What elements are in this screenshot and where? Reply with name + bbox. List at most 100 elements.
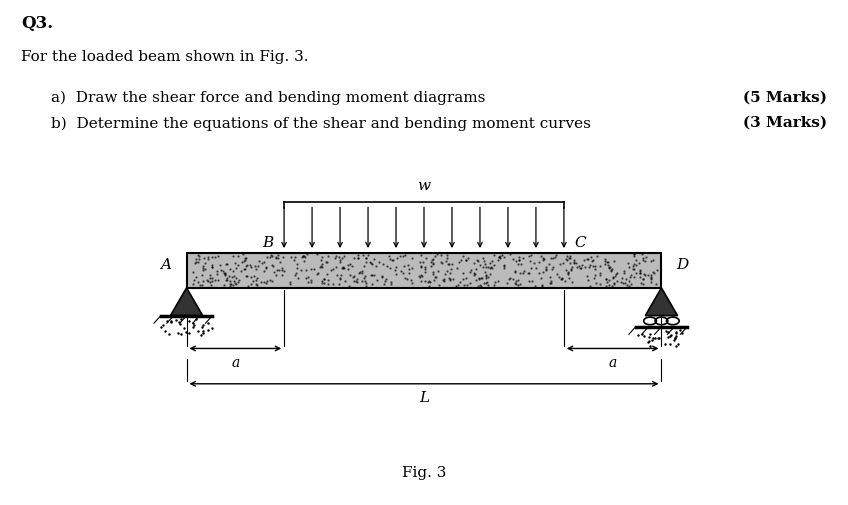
- Point: [414, 258, 427, 266]
- Point: [187, 268, 200, 276]
- Point: [444, 265, 458, 273]
- Point: [485, 264, 499, 272]
- Point: [524, 250, 538, 259]
- Point: [587, 256, 600, 264]
- Point: [205, 263, 219, 271]
- Point: [456, 275, 470, 283]
- Point: [210, 267, 224, 275]
- Point: [422, 281, 436, 289]
- Point: [271, 266, 285, 274]
- Point: [370, 276, 383, 284]
- Point: [535, 281, 549, 289]
- Point: [238, 255, 252, 263]
- Point: [388, 266, 402, 274]
- Point: [191, 250, 204, 259]
- Point: [259, 277, 273, 285]
- Point: [479, 272, 493, 280]
- Point: [581, 276, 594, 284]
- Point: [189, 258, 203, 266]
- Point: [536, 254, 550, 262]
- Point: [389, 270, 403, 278]
- Point: [380, 262, 393, 270]
- Point: [524, 264, 538, 272]
- Point: [195, 271, 209, 279]
- Point: [512, 256, 526, 264]
- Point: [633, 267, 646, 275]
- Point: [463, 268, 477, 276]
- Point: [365, 259, 378, 267]
- Point: [229, 280, 243, 288]
- Point: [224, 280, 237, 288]
- Point: [598, 255, 611, 263]
- Point: [491, 277, 505, 285]
- Point: [226, 252, 240, 261]
- Point: [226, 281, 240, 289]
- Point: [259, 279, 272, 287]
- Point: [204, 281, 218, 289]
- Point: [400, 275, 414, 283]
- Point: [243, 273, 257, 281]
- Point: [203, 271, 216, 279]
- Point: [440, 254, 454, 262]
- Point: [269, 271, 282, 279]
- Point: [227, 277, 241, 285]
- Point: [414, 262, 427, 270]
- Point: [544, 254, 558, 262]
- Bar: [187, 252, 661, 288]
- Point: [635, 250, 649, 258]
- Point: [240, 261, 254, 269]
- Point: [321, 270, 334, 278]
- Point: [342, 261, 355, 269]
- Point: [228, 272, 242, 280]
- Point: [566, 278, 579, 286]
- Point: [315, 277, 329, 285]
- Point: [203, 278, 216, 286]
- Point: [450, 264, 464, 272]
- Point: [414, 271, 427, 279]
- Point: [349, 277, 362, 285]
- Point: [628, 250, 641, 259]
- Point: [561, 269, 574, 277]
- Point: [516, 269, 530, 277]
- Point: [644, 274, 658, 282]
- Point: [555, 275, 568, 283]
- Point: [627, 265, 640, 273]
- Point: [219, 270, 232, 278]
- Point: [440, 250, 454, 259]
- Point: [403, 269, 416, 277]
- Point: [332, 254, 345, 262]
- Point: [299, 266, 313, 274]
- Point: [427, 255, 440, 263]
- Point: [384, 278, 398, 286]
- Point: [360, 254, 373, 262]
- Point: [290, 264, 304, 272]
- Point: [474, 274, 488, 282]
- Point: [315, 257, 328, 265]
- Point: [393, 252, 407, 261]
- Point: [536, 268, 550, 276]
- Point: [479, 279, 493, 287]
- Point: [644, 271, 657, 279]
- Text: For the loaded beam shown in Fig. 3.: For the loaded beam shown in Fig. 3.: [21, 50, 309, 65]
- Point: [217, 269, 231, 277]
- Point: [315, 260, 329, 268]
- Point: [646, 268, 660, 276]
- Point: [266, 262, 280, 270]
- Point: [428, 273, 442, 281]
- Point: [498, 262, 511, 270]
- Point: [196, 262, 209, 270]
- Point: [479, 263, 493, 271]
- Point: [379, 275, 393, 283]
- Point: [298, 252, 311, 261]
- Point: [636, 279, 650, 287]
- Point: [436, 276, 449, 284]
- Point: [562, 254, 576, 262]
- Point: [561, 256, 574, 264]
- Point: [211, 252, 225, 260]
- Point: [365, 280, 378, 288]
- Point: [532, 258, 545, 266]
- Point: [556, 259, 570, 267]
- Point: [552, 273, 566, 281]
- Point: [238, 256, 252, 264]
- Point: [376, 272, 389, 280]
